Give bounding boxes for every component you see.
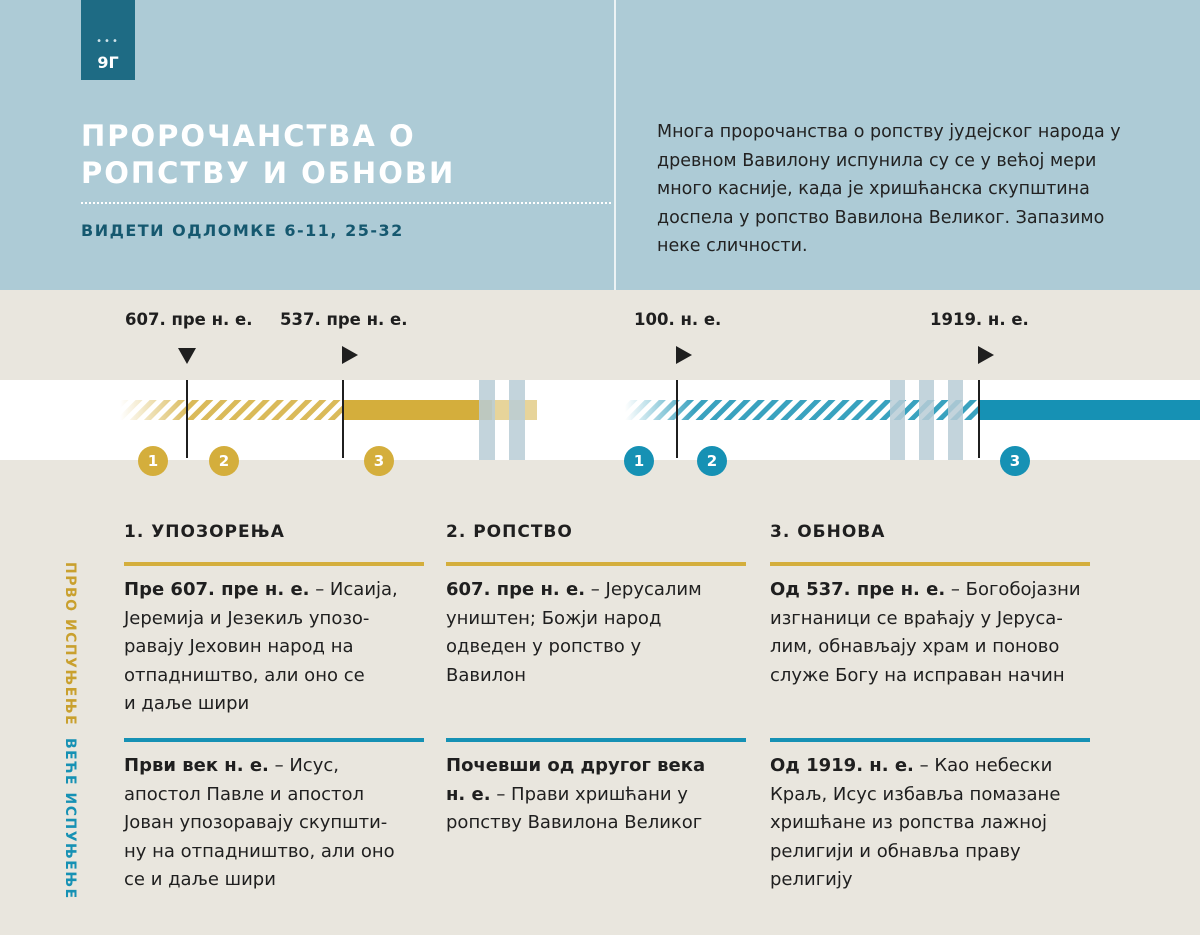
gold-solid-segment bbox=[342, 400, 492, 420]
row-label-first-fulfillment: ПРВО ИСПУЊЕЊЕ bbox=[60, 562, 80, 726]
column-header-restoration: 3. ОБНОВА bbox=[770, 522, 886, 542]
row-label-first-line2: ИСПУЊЕЊЕ bbox=[62, 618, 78, 727]
timeline-tick-1919 bbox=[978, 380, 980, 458]
cell-line: Први век н. е. – Исус, bbox=[124, 752, 424, 781]
blue-number-1: 1 bbox=[624, 446, 654, 476]
cell-text: – Богобојазни bbox=[945, 579, 1081, 600]
cell-lead: 607. пре н. е. bbox=[446, 579, 586, 600]
second-warnings-cell: Први век н. е. – Исус, апостол Павле и а… bbox=[124, 752, 424, 895]
first-row-rule-1 bbox=[124, 562, 424, 566]
cell-line: лим, обнављају храм и поново bbox=[770, 636, 1060, 657]
cell-line: Почевши од другог века bbox=[446, 752, 746, 781]
cell-text: – Као небески bbox=[913, 755, 1053, 776]
column-header-warnings: 1. УПОЗОРЕЊА bbox=[124, 522, 285, 542]
cell-line: Од 1919. н. е. – Као небески bbox=[770, 752, 1100, 781]
cell-line: Јован упозоравају скупшти- bbox=[124, 812, 388, 833]
timeline-tick-607 bbox=[186, 380, 188, 458]
gold-break-bar-2 bbox=[509, 380, 525, 460]
timeline-tick-537 bbox=[342, 380, 344, 458]
section-badge: ••• 9Г bbox=[81, 0, 135, 80]
header-divider bbox=[614, 0, 616, 290]
second-row-rule-1 bbox=[124, 738, 424, 742]
cell-line: н. е. – Прави хришћани у bbox=[446, 781, 746, 810]
cell-lead: Почевши од другог века bbox=[446, 755, 706, 776]
title-line-2: РОПСТВУ И ОБНОВИ bbox=[81, 156, 456, 190]
second-row-rule-3 bbox=[770, 738, 1090, 742]
blue-fade-overlay bbox=[625, 400, 695, 420]
cell-line: Од 537. пре н. е. – Богобојазни bbox=[770, 576, 1100, 605]
cell-text: – Јерусалим bbox=[585, 579, 702, 600]
blue-solid-segment bbox=[978, 400, 1200, 420]
gold-number-2: 2 bbox=[209, 446, 239, 476]
cell-line: изгнаници се враћају у Јеруса- bbox=[770, 607, 1063, 629]
badge-dots-icon: ••• bbox=[96, 36, 120, 47]
cell-lead: Први век н. е. bbox=[124, 755, 269, 776]
first-captivity-cell: 607. пре н. е. – Јерусалим уништен; Божј… bbox=[446, 576, 746, 690]
cell-line: служе Богу на исправан начин bbox=[770, 664, 1065, 686]
cell-lead: Од 537. пре н. е. bbox=[770, 579, 946, 600]
cell-line: уништен; Божји народ bbox=[446, 607, 662, 629]
cell-line: ропству Вавилона Великог bbox=[446, 812, 703, 833]
cell-line: религију bbox=[770, 869, 853, 890]
first-row-rule-2 bbox=[446, 562, 746, 566]
date-label-607: 607. пре н. е. bbox=[125, 310, 253, 329]
blue-break-bar-2 bbox=[919, 380, 934, 460]
cell-line: Вавилон bbox=[446, 664, 526, 686]
cell-text: – Прави хришћани у bbox=[490, 783, 688, 805]
header-band bbox=[0, 0, 1200, 290]
cell-line: Јеремија и Језекиљ упозо- bbox=[124, 607, 370, 629]
cell-line: се и даље шири bbox=[124, 869, 276, 890]
cell-line: отпадништво, али оно се bbox=[124, 664, 365, 686]
intro-text: Многа пророчанства о ропству јудејског н… bbox=[657, 122, 1121, 256]
gold-fade-overlay bbox=[120, 400, 190, 420]
timeline-graphic bbox=[120, 380, 1200, 460]
cell-text: – Исус, bbox=[268, 755, 339, 776]
cell-lead: Пре 607. пре н. е. bbox=[124, 579, 310, 600]
cell-line: хришћане из ропства лажној bbox=[770, 812, 1048, 833]
date-label-100: 100. н. е. bbox=[634, 310, 722, 329]
timeline-tick-100 bbox=[676, 380, 678, 458]
second-restoration-cell: Од 1919. н. е. – Као небески Краљ, Исус … bbox=[770, 752, 1100, 895]
first-restoration-cell: Од 537. пре н. е. – Богобојазни изгнаниц… bbox=[770, 576, 1100, 690]
page-title: ПРОРОЧАНСТВА О РОПСТВУ И ОБНОВИ bbox=[81, 118, 611, 192]
cell-line: и даље шири bbox=[124, 693, 250, 714]
page-subtitle: ВИДЕТИ ОДЛОМКЕ 6-11, 25-32 bbox=[81, 221, 404, 240]
second-captivity-cell: Почевши од другог века н. е. – Прави хри… bbox=[446, 752, 746, 838]
cell-line: Пре 607. пре н. е. – Исаија, bbox=[124, 576, 424, 605]
second-row-rule-2 bbox=[446, 738, 746, 742]
cell-line: 607. пре н. е. – Јерусалим bbox=[446, 576, 746, 605]
first-row-rule-3 bbox=[770, 562, 1090, 566]
column-header-captivity: 2. РОПСТВО bbox=[446, 522, 573, 542]
arrow-right-icon bbox=[676, 346, 692, 364]
blue-break-bar-1 bbox=[890, 380, 905, 460]
row-label-second-line2: ИСПУЊЕЊЕ bbox=[62, 792, 78, 900]
arrow-right-icon bbox=[342, 346, 358, 364]
row-label-first-line1: ПРВО bbox=[62, 562, 78, 613]
cell-line: апостол Павле и апостол bbox=[124, 783, 365, 805]
badge-label: 9Г bbox=[97, 53, 119, 72]
gold-number-1: 1 bbox=[138, 446, 168, 476]
gold-break-bar-1 bbox=[479, 380, 495, 460]
blue-break-bar-3 bbox=[948, 380, 963, 460]
cell-line: равају Јеховин народ на bbox=[124, 636, 354, 657]
date-label-537: 537. пре н. е. bbox=[280, 310, 408, 329]
row-label-greater-fulfillment: ВЕЋЕ ИСПУЊЕЊЕ bbox=[60, 738, 80, 900]
title-divider bbox=[81, 202, 611, 204]
cell-text: – Исаија, bbox=[309, 579, 398, 600]
cell-lead: н. е. bbox=[446, 783, 491, 805]
cell-line: одведен у ропство у bbox=[446, 636, 642, 657]
arrow-down-icon bbox=[178, 348, 196, 364]
date-label-1919: 1919. н. е. bbox=[930, 310, 1029, 329]
blue-number-2: 2 bbox=[697, 446, 727, 476]
cell-line: ну на отпадништво, али оно bbox=[124, 840, 395, 862]
arrow-right-icon bbox=[978, 346, 994, 364]
blue-number-3: 3 bbox=[1000, 446, 1030, 476]
cell-lead: Од 1919. н. е. bbox=[770, 755, 914, 776]
title-line-1: ПРОРОЧАНСТВА О bbox=[81, 119, 416, 153]
cell-line: Краљ, Исус избавља помазане bbox=[770, 783, 1061, 805]
first-warnings-cell: Пре 607. пре н. е. – Исаија, Јеремија и … bbox=[124, 576, 424, 719]
row-label-second-line1: ВЕЋЕ bbox=[62, 738, 78, 787]
cell-line: религији и обнавља праву bbox=[770, 840, 1021, 862]
gold-number-3: 3 bbox=[364, 446, 394, 476]
